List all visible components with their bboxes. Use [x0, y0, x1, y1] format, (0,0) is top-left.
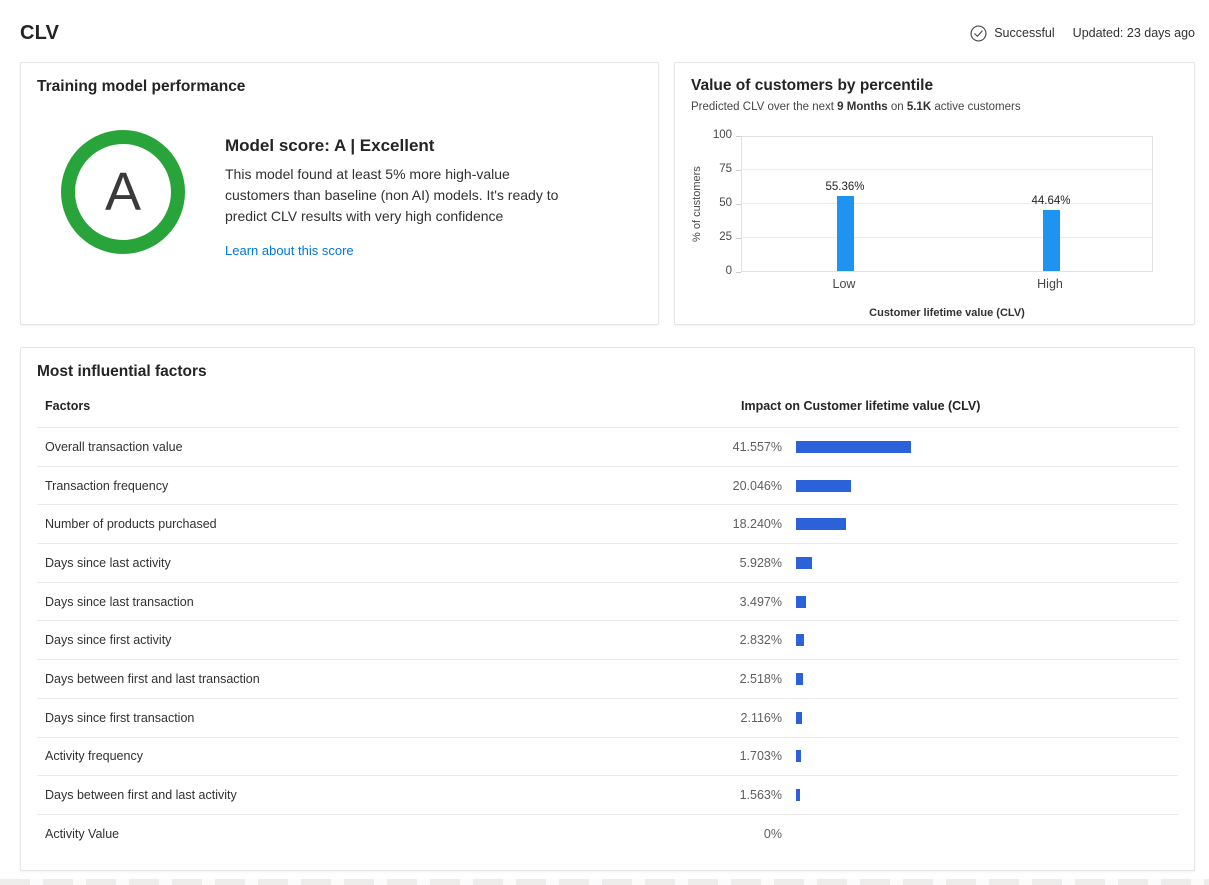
- factor-value: 1.703%: [739, 749, 782, 764]
- factors-card: Most influential factors Factors Impact …: [20, 347, 1195, 871]
- updated-text: Updated: 23 days ago: [1072, 26, 1195, 40]
- factor-impact-bar: [796, 672, 803, 685]
- factor-label: Days between first and last transaction: [45, 671, 260, 686]
- factor-label: Days since last activity: [45, 555, 171, 570]
- factor-label: Days since first activity: [45, 633, 172, 648]
- page-header: CLV Successful Updated: 23 days ago: [0, 0, 1209, 48]
- percentile-bar: [836, 195, 854, 271]
- subtitle-part: Predicted CLV over the next: [691, 101, 838, 113]
- y-axis-title: % of customers: [691, 166, 703, 242]
- table-row: Activity Value 0%: [37, 813, 1178, 853]
- factor-label: Days between first and last activity: [45, 788, 237, 803]
- factor-label: Activity frequency: [45, 749, 143, 764]
- table-row: Days since last activity 5.928%: [37, 543, 1178, 582]
- factor-value: 2.832%: [739, 633, 782, 648]
- percentile-subtitle: Predicted CLV over the next 9 Months on …: [691, 101, 1178, 113]
- x-axis-labels: Low High: [741, 277, 1153, 297]
- factor-impact-bar: [796, 595, 806, 608]
- percentile-chart: % of customers 0 25 50 75 100 55.36% 44.64% L…: [691, 129, 1178, 319]
- y-axis-ticks: 0 25 50 75 100: [707, 129, 741, 277]
- column-header-impact: Impact on Customer lifetime value (CLV): [741, 399, 981, 413]
- subtitle-part: 9 Months: [837, 101, 888, 113]
- factor-label: Activity Value: [45, 826, 120, 841]
- model-score-text: Model score: A | Excellent This model fo…: [225, 130, 585, 260]
- subtitle-part: 5.1K: [906, 101, 932, 113]
- top-cards-row: Training model performance A Model score…: [20, 62, 1195, 325]
- bar-value-label: 44.64%: [1031, 195, 1071, 208]
- factor-value: 2.518%: [739, 671, 782, 686]
- bar-value-label: 55.36%: [825, 180, 865, 193]
- x-tick-label: Low: [832, 277, 856, 291]
- model-grade-letter: A: [104, 162, 142, 222]
- table-row: Days since first transaction 2.116%: [37, 697, 1178, 737]
- run-status: Successful: [970, 24, 1055, 42]
- learn-about-score-link[interactable]: Learn about this score: [225, 243, 354, 258]
- factor-value: 2.116%: [740, 710, 782, 725]
- subtitle-part: active customers: [931, 101, 1021, 113]
- table-row: Days since last transaction 3.497%: [37, 581, 1178, 621]
- factor-value: 20.046%: [732, 478, 782, 493]
- factor-label: Days since last transaction: [45, 594, 194, 609]
- factors-table-body: Overall transaction value 41.557% Transact…: [37, 427, 1178, 853]
- success-check-icon: [970, 24, 987, 42]
- factor-value: 18.240%: [732, 517, 782, 532]
- y-tick-label: 100: [712, 129, 732, 141]
- factors-card-title: Most influential factors: [37, 363, 207, 380]
- factor-value: 0%: [763, 826, 782, 841]
- y-tick-mark: [736, 237, 741, 239]
- percentile-bar: [1042, 210, 1060, 271]
- x-axis-title: Customer lifetime value (CLV): [869, 307, 1025, 319]
- plot-column: 55.36% 44.64% Low High Customer lifetime v…: [741, 136, 1153, 319]
- y-tick-mark: [736, 203, 741, 205]
- factors-table-header: Factors Impact on Customer lifetime valu…: [37, 385, 1178, 427]
- status-area: Successful Updated: 23 days ago: [970, 24, 1195, 42]
- table-row: Days between first and last transaction 2…: [37, 659, 1178, 698]
- y-tick-mark: [736, 135, 741, 137]
- y-tick-label: 25: [719, 231, 732, 243]
- training-performance-card: Training model performance A Model score…: [20, 62, 659, 325]
- model-score-description: This model found at least 5% more high-v…: [225, 166, 559, 224]
- table-row: Number of products purchased 18.240%: [37, 504, 1178, 543]
- y-tick-mark: [736, 271, 741, 273]
- plot-area: 55.36% 44.64%: [741, 136, 1153, 272]
- page-title: CLV: [20, 21, 60, 44]
- factor-impact-bar: [796, 750, 801, 763]
- y-tick-mark: [736, 169, 741, 171]
- factor-label: Overall transaction value: [45, 439, 183, 454]
- y-tick-label: 50: [719, 197, 732, 209]
- factor-impact-bar: [796, 479, 852, 492]
- subtitle-part: on: [887, 101, 907, 113]
- y-tick-label: 0: [725, 265, 732, 277]
- model-grade-badge: A: [61, 130, 185, 254]
- page-bottom-cut-content: [0, 879, 1209, 885]
- factor-impact-bar: [796, 518, 847, 531]
- factor-impact-bar: [796, 711, 802, 724]
- factor-impact-bar: [796, 556, 813, 569]
- table-row: Transaction frequency 20.046%: [37, 465, 1178, 505]
- model-score-heading: Model score: A | Excellent: [225, 136, 435, 155]
- y-tick-label: 75: [719, 163, 732, 175]
- table-row: Days since first activity 2.832%: [37, 620, 1178, 659]
- x-tick-label: High: [1037, 277, 1063, 291]
- factor-value: 41.557%: [732, 439, 782, 454]
- factor-label: Number of products purchased: [45, 517, 217, 532]
- factor-impact-bar: [796, 440, 911, 453]
- training-card-title: Training model performance: [37, 78, 246, 95]
- factor-value: 1.563%: [739, 788, 782, 803]
- factor-label: Days since first transaction: [45, 710, 195, 725]
- table-row: Overall transaction value 41.557%: [37, 427, 1178, 466]
- percentile-card: Value of customers by percentile Predict…: [674, 62, 1195, 325]
- factor-label: Transaction frequency: [45, 478, 169, 493]
- table-row: Days between first and last activity 1.56…: [37, 775, 1178, 814]
- status-label: Successful: [994, 26, 1055, 40]
- column-header-factors: Factors: [45, 399, 91, 413]
- factor-impact-bar: [796, 789, 801, 802]
- percentile-card-title: Value of customers by percentile: [691, 77, 934, 94]
- factor-value: 5.928%: [739, 555, 782, 570]
- table-row: Activity frequency 1.703%: [37, 736, 1178, 776]
- factor-value: 3.497%: [739, 594, 782, 609]
- factor-impact-bar: [796, 634, 804, 647]
- model-score-block: A Model score: A | Excellent This model …: [37, 96, 642, 260]
